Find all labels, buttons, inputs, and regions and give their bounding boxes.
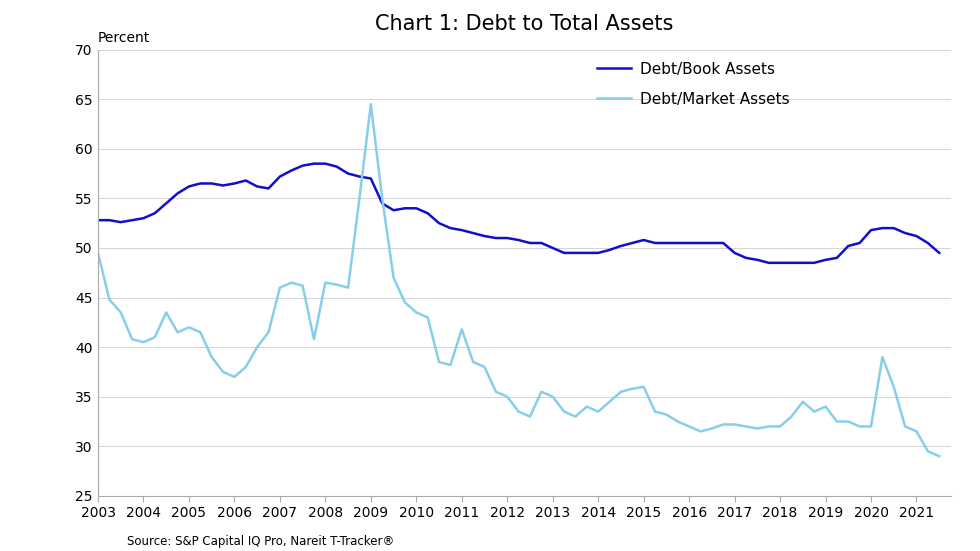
Debt/Market Assets xyxy=(774,423,786,430)
Debt/Book Assets xyxy=(786,260,798,266)
Text: Percent: Percent xyxy=(98,31,150,45)
Debt/Book Assets xyxy=(161,200,172,207)
Debt/Book Assets xyxy=(92,217,104,224)
Debt/Book Assets xyxy=(740,255,752,261)
Title: Chart 1: Debt to Total Assets: Chart 1: Debt to Total Assets xyxy=(375,14,673,34)
Debt/Book Assets xyxy=(933,250,945,256)
Debt/Market Assets xyxy=(933,453,945,460)
Debt/Market Assets xyxy=(92,250,104,256)
Debt/Book Assets xyxy=(865,227,877,234)
Legend: Debt/Book Assets, Debt/Market Assets: Debt/Book Assets, Debt/Market Assets xyxy=(597,62,790,107)
Debt/Book Assets xyxy=(308,160,319,167)
Debt/Market Assets xyxy=(161,309,172,316)
Line: Debt/Book Assets: Debt/Book Assets xyxy=(98,164,939,263)
Debt/Market Assets xyxy=(365,101,376,107)
Debt/Market Assets xyxy=(797,398,808,405)
Debt/Book Assets xyxy=(762,260,774,266)
Debt/Market Assets xyxy=(740,423,752,430)
Text: Source: S&P Capital IQ Pro, Nareit T-Tracker®: Source: S&P Capital IQ Pro, Nareit T-Tra… xyxy=(127,536,395,548)
Line: Debt/Market Assets: Debt/Market Assets xyxy=(98,104,939,456)
Debt/Book Assets xyxy=(808,260,820,266)
Debt/Market Assets xyxy=(762,423,774,430)
Debt/Book Assets xyxy=(774,260,786,266)
Debt/Market Assets xyxy=(854,423,865,430)
